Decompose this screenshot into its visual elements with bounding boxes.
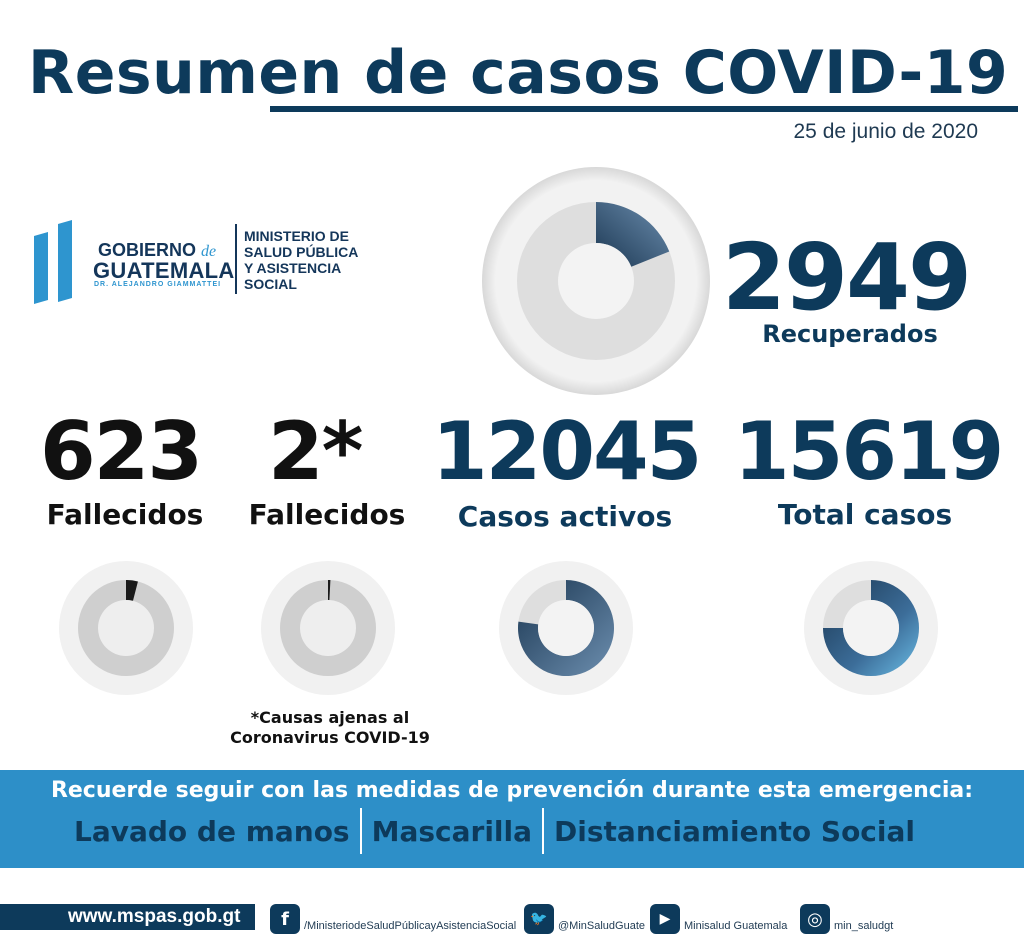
- instagram-icon: ◎: [800, 904, 830, 934]
- activos-donut: [498, 560, 634, 696]
- recuperados-arc: [596, 202, 670, 267]
- facebook-icon: f: [270, 904, 300, 934]
- website-link[interactable]: www.mspas.gob.gt: [0, 904, 255, 930]
- measure-distancing: Distanciamiento Social: [554, 814, 915, 848]
- logo-president: DR. ALEJANDRO GIAMMATTEI: [94, 281, 222, 288]
- youtube-link[interactable]: ▶ Minisalud Guatemala: [650, 898, 787, 934]
- fallecidos-otros-donut: [260, 560, 396, 696]
- logo-stripe: [34, 231, 48, 305]
- prevention-measures: Lavado de manos Mascarilla Distanciamien…: [64, 808, 925, 854]
- measure-handwashing: Lavado de manos: [74, 814, 350, 848]
- page-title: Resumen de casos COVID-19: [28, 38, 1009, 108]
- activos-value: 12045: [432, 405, 702, 498]
- fallecidos-value: 623: [40, 405, 203, 498]
- total-value: 15619: [734, 405, 1004, 498]
- ministry-name: MINISTERIO DE SALUD PÚBLICA Y ASISTENCIA…: [244, 228, 359, 292]
- footnote: *Causas ajenas al Coronavirus COVID-19: [230, 708, 430, 747]
- logo-stripe: [58, 219, 72, 303]
- twitter-link[interactable]: 🐦 @MinSaludGuate: [524, 898, 645, 934]
- measure-divider: [359, 808, 362, 854]
- measure-divider: [542, 808, 545, 854]
- government-logo: GOBIERNO de GUATEMALA DR. ALEJANDRO GIAM…: [30, 218, 390, 305]
- prevention-banner: Recuerde seguir con las medidas de preve…: [0, 770, 1024, 868]
- fallecidos-arc: [126, 580, 138, 601]
- total-donut: [803, 560, 939, 696]
- fallecidos-otros-value: 2*: [268, 405, 363, 498]
- twitter-icon: 🐦: [524, 904, 554, 934]
- total-label: Total casos: [777, 498, 953, 531]
- recuperados-value: 2949: [722, 224, 972, 331]
- instagram-link[interactable]: ◎ min_saludgt: [800, 898, 893, 934]
- fallecidos-label: Fallecidos: [46, 498, 204, 531]
- report-date: 25 de junio de 2020: [793, 120, 979, 143]
- logo-guatemala: GUATEMALA: [93, 258, 235, 283]
- fallecidos-otros-label: Fallecidos: [248, 498, 406, 531]
- footer: www.mspas.gob.gt f /MinisteriodeSaludPúb…: [0, 898, 1024, 938]
- total-arc: [823, 580, 919, 676]
- recuperados-donut: [480, 165, 712, 397]
- fallecidos-otros-arc: [328, 580, 331, 601]
- title-underline: [270, 106, 1018, 112]
- recuperados-label: Recuperados: [762, 320, 938, 348]
- activos-arc: [518, 580, 614, 676]
- measure-mask: Mascarilla: [371, 814, 533, 848]
- fallecidos-donut: [58, 560, 194, 696]
- youtube-icon: ▶: [650, 904, 680, 934]
- facebook-link[interactable]: f /MinisteriodeSaludPúblicayAsistenciaSo…: [270, 898, 516, 934]
- logo-divider: [235, 224, 237, 294]
- activos-label: Casos activos: [457, 500, 673, 533]
- logo-gobierno: GOBIERNO de: [98, 240, 217, 260]
- prevention-message: Recuerde seguir con las medidas de preve…: [50, 778, 974, 803]
